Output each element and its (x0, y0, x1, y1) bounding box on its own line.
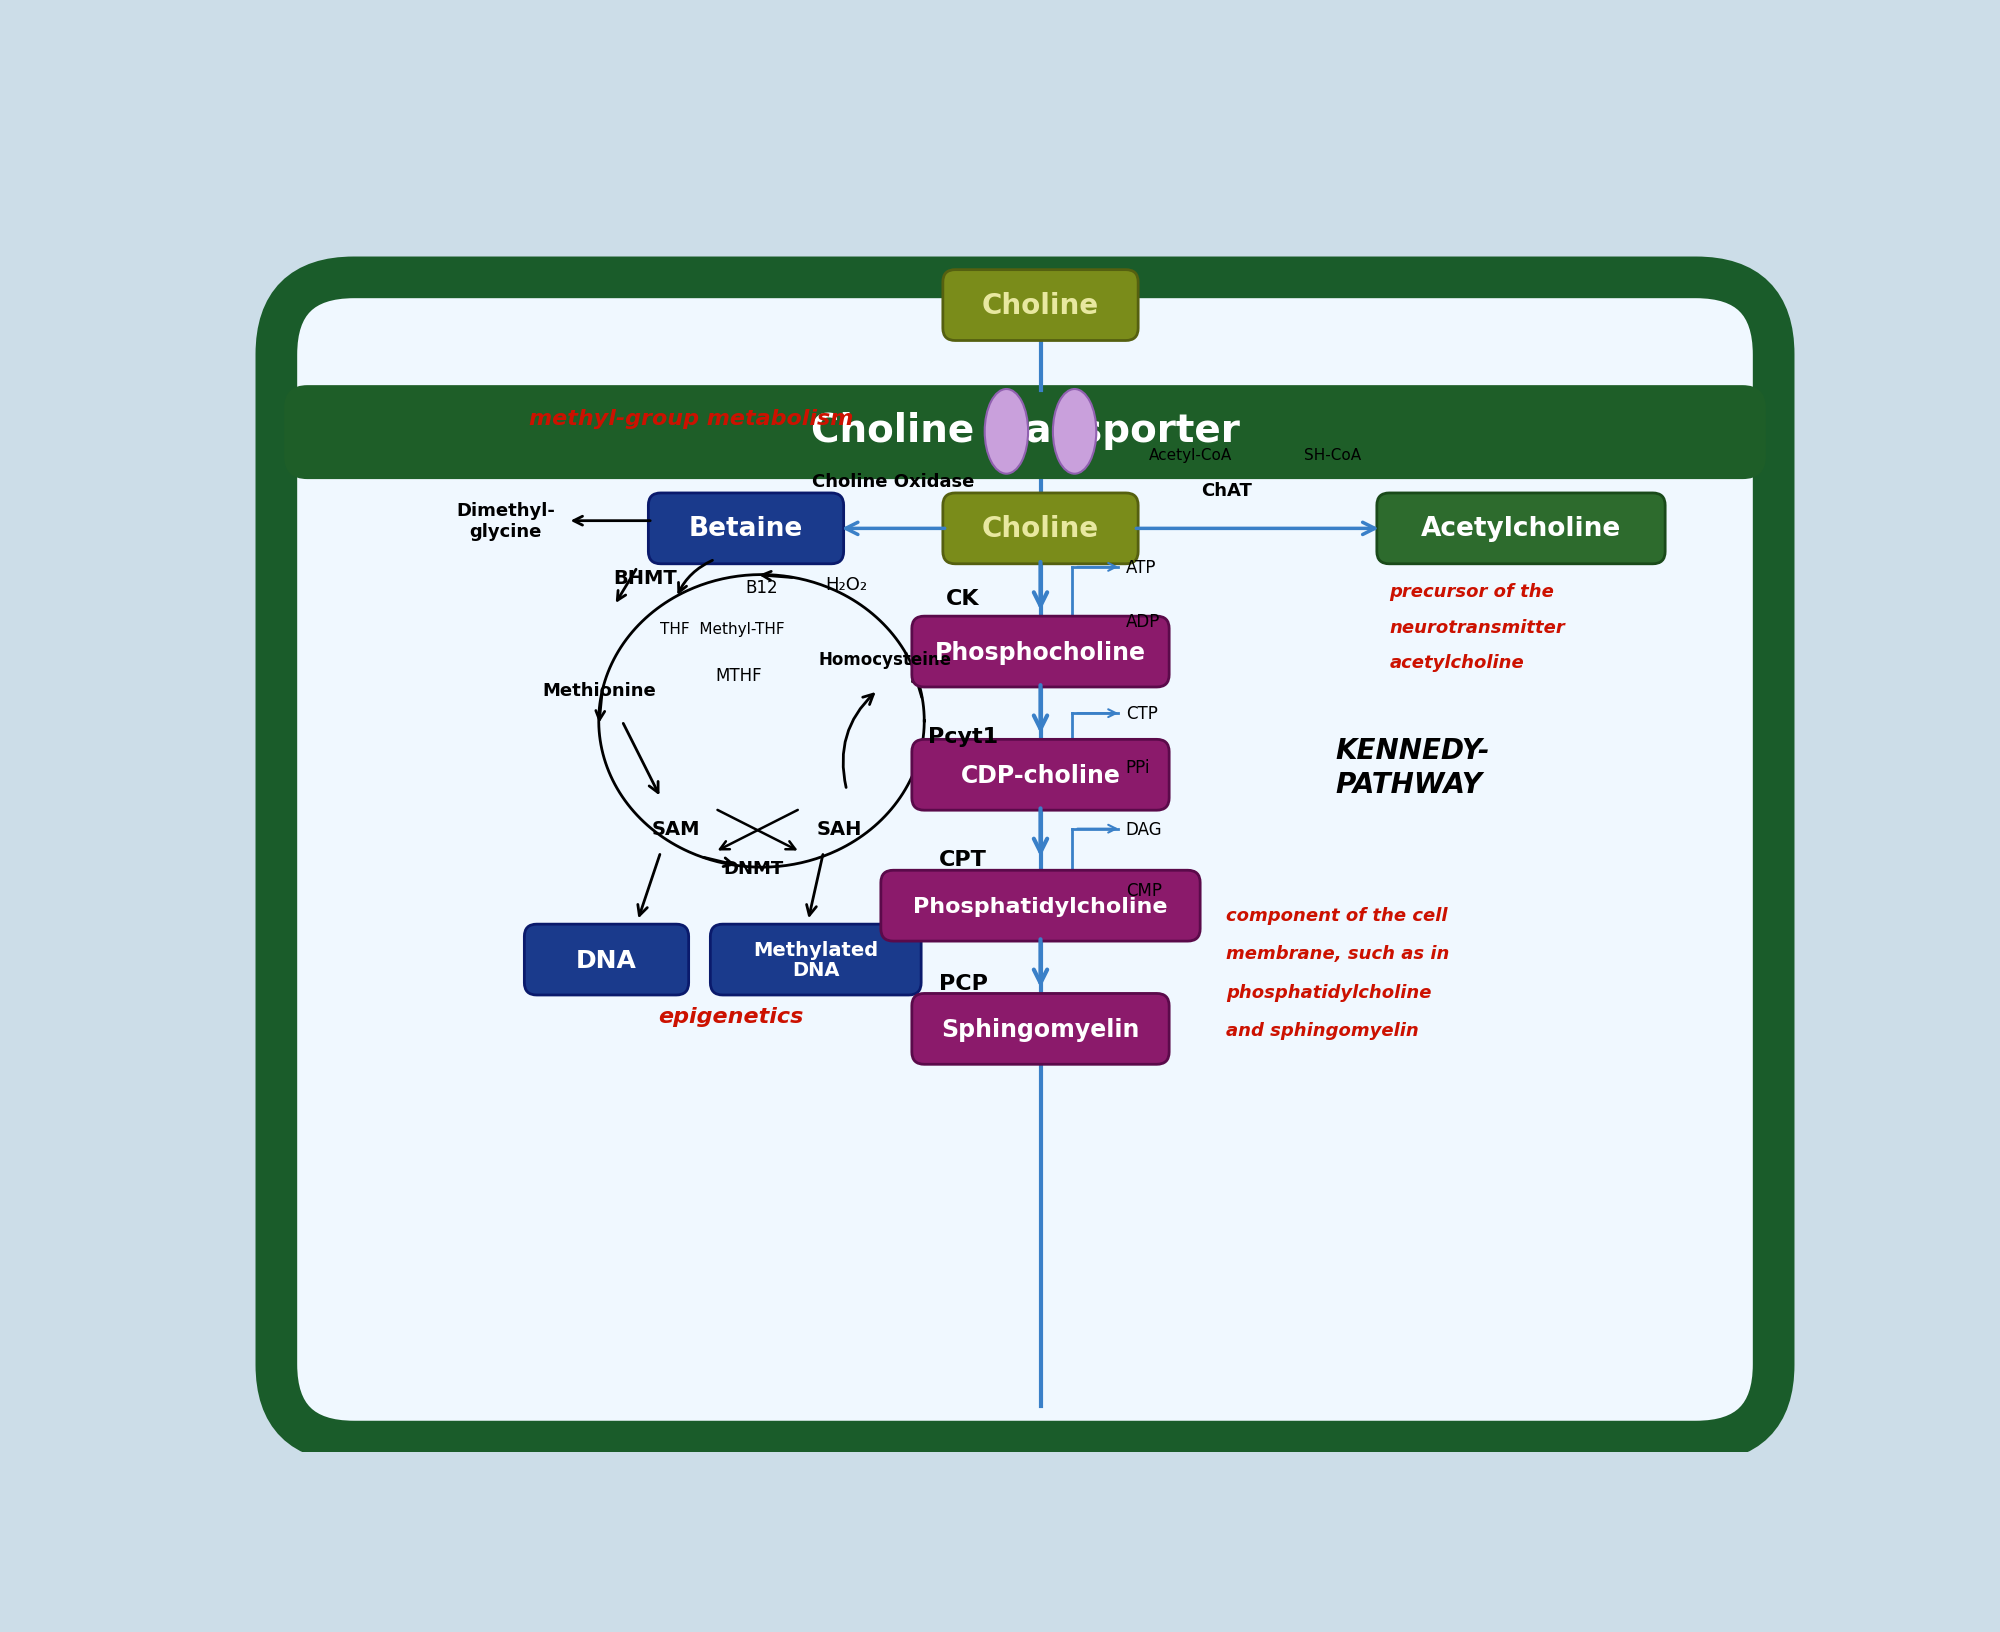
Text: Choline: Choline (982, 516, 1100, 543)
Text: Homocysteine: Homocysteine (820, 651, 952, 669)
Text: Methionine: Methionine (542, 682, 656, 700)
Text: acetylcholine: acetylcholine (1390, 654, 1524, 672)
Ellipse shape (984, 390, 1028, 475)
Text: THF  Methyl-THF: THF Methyl-THF (660, 622, 786, 636)
Text: BHMT: BHMT (614, 570, 678, 588)
Text: Dimethyl-
glycine: Dimethyl- glycine (456, 503, 556, 540)
Text: ADP: ADP (1126, 612, 1160, 630)
FancyBboxPatch shape (912, 994, 1170, 1064)
Text: DAG: DAG (1126, 821, 1162, 839)
Text: methyl-group metabolism: methyl-group metabolism (528, 410, 854, 429)
Text: CPT: CPT (940, 850, 986, 870)
Text: epigenetics: epigenetics (658, 1007, 804, 1027)
Text: Phosphatidylcholine: Phosphatidylcholine (914, 896, 1168, 916)
Text: component of the cell: component of the cell (1226, 906, 1448, 924)
FancyBboxPatch shape (912, 617, 1170, 687)
FancyBboxPatch shape (524, 925, 688, 996)
FancyBboxPatch shape (648, 493, 844, 565)
Text: ChAT: ChAT (1202, 481, 1252, 499)
Text: KENNEDY-
PATHWAY: KENNEDY- PATHWAY (1336, 736, 1490, 800)
Text: CK: CK (946, 588, 980, 609)
Text: CTP: CTP (1126, 705, 1158, 723)
Text: Pcyt1: Pcyt1 (928, 726, 998, 747)
Text: Methylated
DNA: Methylated DNA (754, 940, 878, 979)
Ellipse shape (1052, 390, 1096, 475)
Text: Betaine: Betaine (688, 516, 804, 542)
FancyBboxPatch shape (710, 925, 922, 996)
Text: Acetylcholine: Acetylcholine (1420, 516, 1622, 542)
Text: Sphingomyelin: Sphingomyelin (942, 1017, 1140, 1041)
Text: MTHF: MTHF (714, 666, 762, 684)
FancyBboxPatch shape (880, 871, 1200, 942)
Text: membrane, such as in: membrane, such as in (1226, 945, 1450, 963)
Text: Choline: Choline (982, 292, 1100, 320)
Text: DNMT: DNMT (724, 860, 784, 878)
Text: DNA: DNA (576, 948, 636, 973)
FancyBboxPatch shape (942, 271, 1138, 341)
Text: CDP-choline: CDP-choline (960, 764, 1120, 787)
Text: ATP: ATP (1126, 558, 1156, 576)
FancyBboxPatch shape (1376, 493, 1666, 565)
FancyBboxPatch shape (284, 385, 1766, 480)
Text: SH-CoA: SH-CoA (1304, 447, 1362, 462)
FancyBboxPatch shape (942, 493, 1138, 565)
FancyBboxPatch shape (276, 277, 1774, 1441)
Text: PPi: PPi (1126, 759, 1150, 777)
Text: B12: B12 (746, 578, 778, 597)
Text: CMP: CMP (1126, 881, 1162, 899)
Text: SAH: SAH (816, 819, 862, 839)
Text: Phosphocholine: Phosphocholine (936, 640, 1146, 664)
FancyBboxPatch shape (912, 739, 1170, 811)
Text: H₂O₂: H₂O₂ (826, 574, 868, 592)
Text: SAM: SAM (652, 819, 700, 839)
Text: Choline Oxidase: Choline Oxidase (812, 473, 974, 491)
Text: Choline transporter: Choline transporter (810, 411, 1240, 449)
Text: precursor of the: precursor of the (1390, 583, 1554, 601)
Text: phosphatidylcholine: phosphatidylcholine (1226, 982, 1432, 1000)
Text: PCP: PCP (938, 973, 988, 992)
Text: and sphingomyelin: and sphingomyelin (1226, 1022, 1420, 1040)
Text: neurotransmitter: neurotransmitter (1390, 619, 1564, 636)
Text: Acetyl-CoA: Acetyl-CoA (1148, 447, 1232, 462)
